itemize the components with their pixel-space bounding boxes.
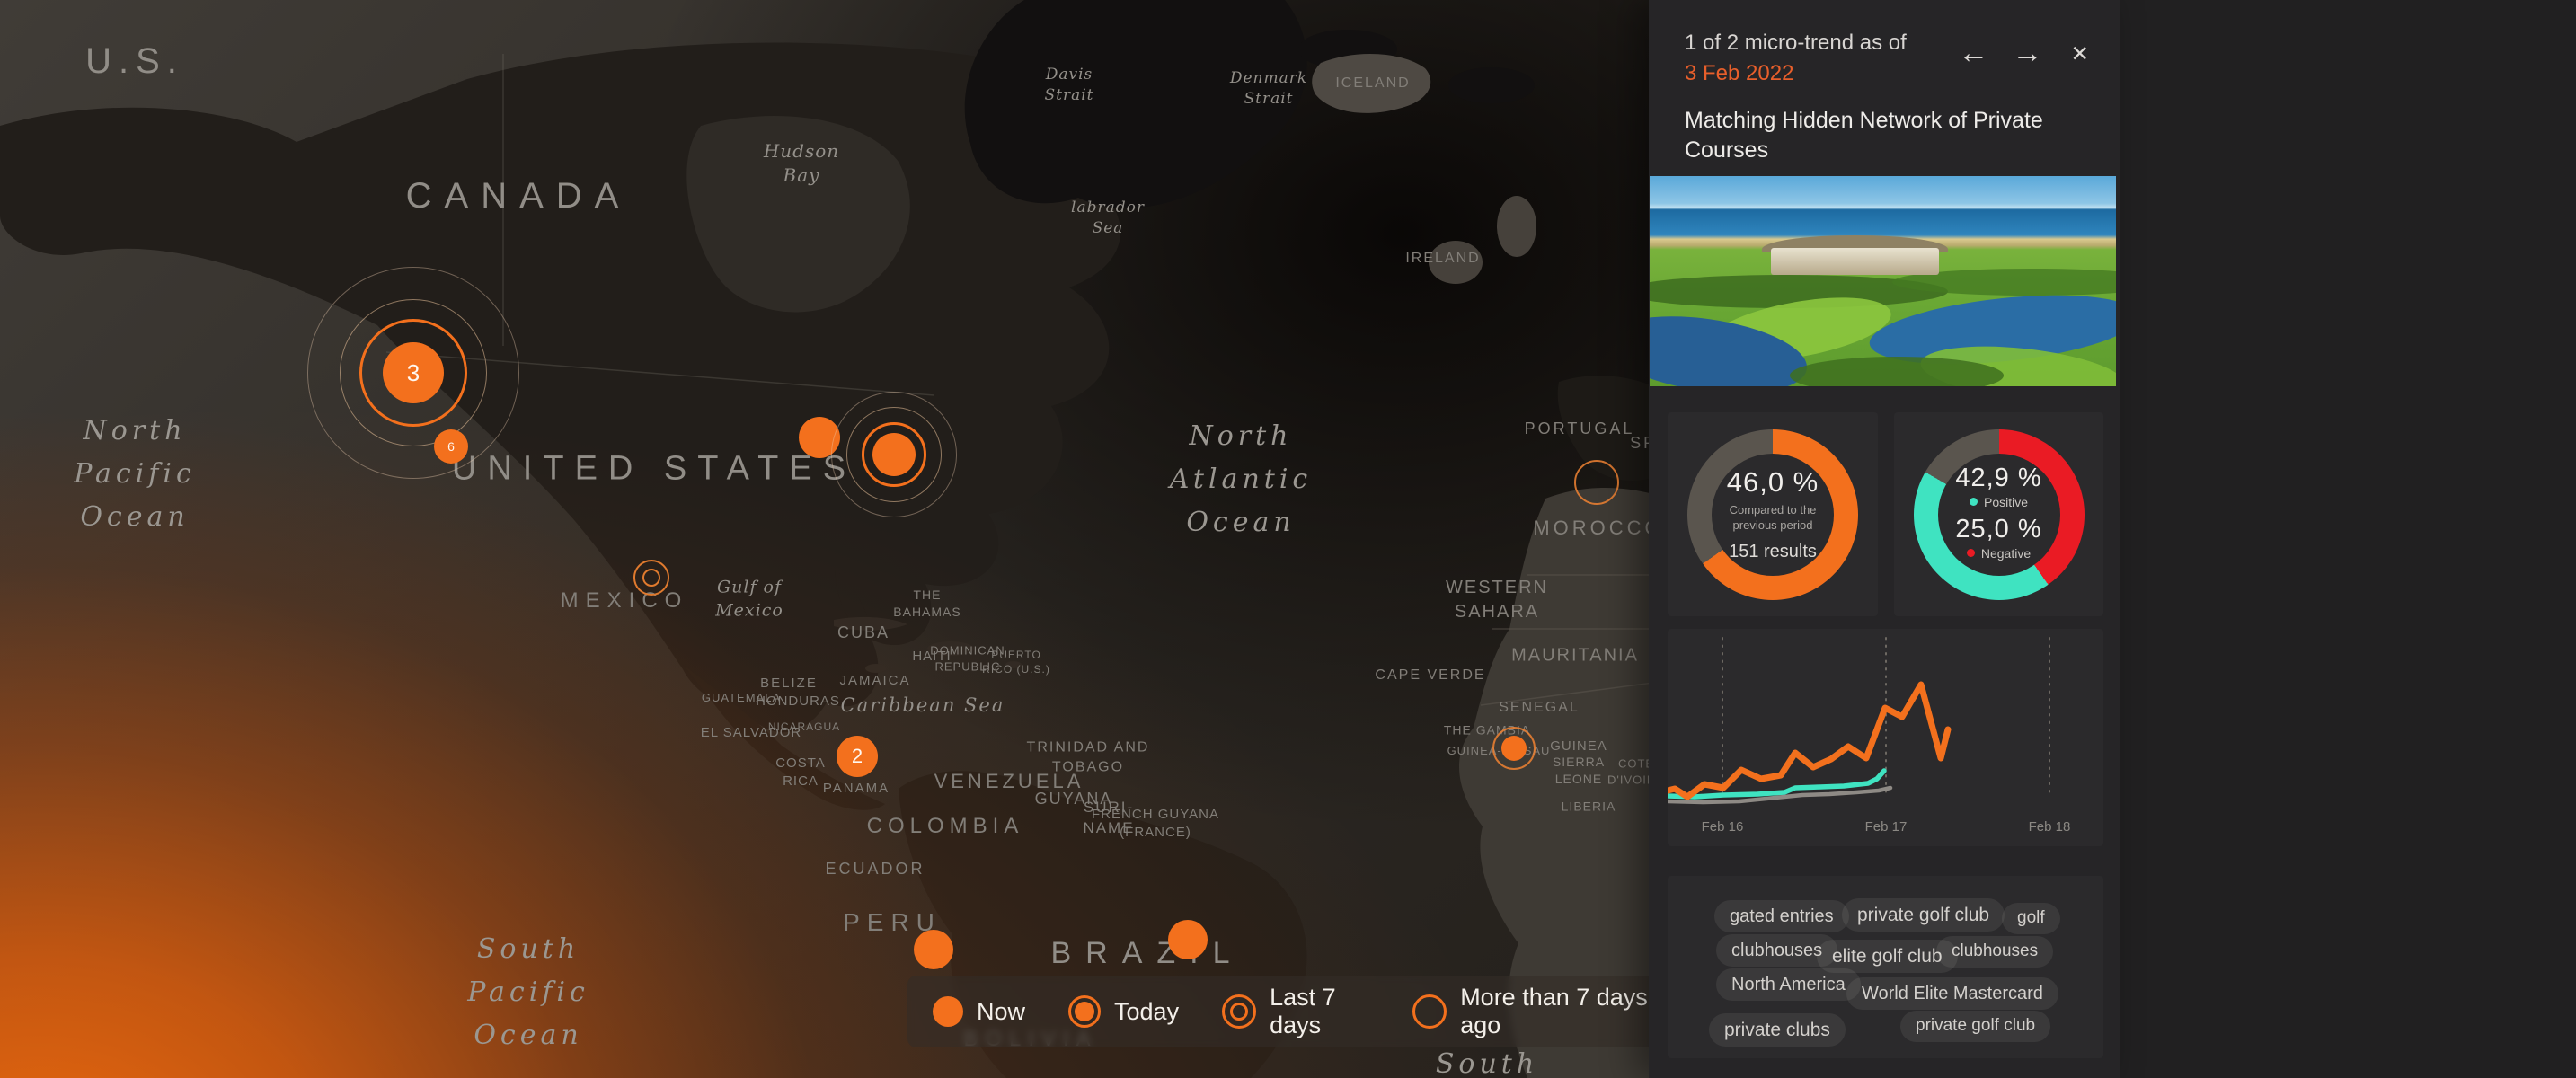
negative-legend: Negative [1966, 546, 2031, 561]
map-label: BRAZIL [1050, 936, 1244, 971]
results-caption: Compared to the previous period [1729, 503, 1817, 532]
map-label: EL SALVADOR [700, 724, 802, 740]
map-label: HONDURAS [756, 693, 840, 709]
negative-dot-icon [1966, 549, 1975, 557]
results-count: 151 results [1729, 541, 1817, 561]
golf-course-photo [1650, 176, 2116, 386]
map-label: U.S. [85, 41, 184, 81]
map-label: COSTA RICA [775, 755, 826, 789]
map-label: CAPE VERDE [1375, 667, 1486, 684]
map-label: DOMINICAN REPUBLIC [930, 643, 1005, 673]
legend-item-more-than-7-days-ago: More than 7 days ago [1412, 984, 1655, 1039]
keyword-tag[interactable]: North America [1716, 968, 1861, 1001]
dotring-marker-icon [1068, 995, 1102, 1028]
map-label: MEXICO [560, 588, 689, 613]
keywords-card: gated entries private golf club golf clubho… [1668, 876, 2103, 1058]
keyword-tag[interactable]: gated entries [1714, 900, 1849, 932]
map-label: SURI- NAME [1083, 799, 1135, 836]
panel-header: 1 of 2 micro-trend as of 3 Feb 2022 ← → … [1649, 0, 2120, 86]
trend-counter: 1 of 2 micro-trend as of [1685, 31, 1907, 55]
map-label: SENEGAL [1499, 700, 1580, 716]
map-label: IRELAND [1405, 251, 1481, 267]
map-label: Gulf of Mexico [715, 577, 783, 620]
map-label: North Atlantic Ocean [1169, 420, 1313, 538]
sentiment-donut-card: 42,9 % Positive 25,0 % Negative [1894, 412, 2103, 616]
map-label: JAMAICA [839, 672, 911, 688]
keyword-tag[interactable]: clubhouses [1936, 936, 2054, 968]
map-label: Hudson Bay [763, 140, 840, 186]
map-label: MOROCCO [1533, 517, 1664, 540]
map-label: LIBERIA [1561, 799, 1616, 814]
keyword-tag[interactable]: World Elite Mastercard [1846, 977, 2058, 1010]
results-donut-card: 46,0 % Compared to the previous period 1… [1668, 412, 1878, 616]
map-label: FRENCH GUYANA (FRANCE) [1092, 806, 1219, 840]
keyword-tag[interactable]: private golf club [1900, 1011, 2051, 1042]
map-label: South [1435, 1048, 1539, 1078]
keyword-tag[interactable]: elite golf club [1817, 940, 1958, 974]
sentiment-donut-chart: 42,9 % Positive 25,0 % Negative [1913, 429, 2085, 600]
map-label: PANAMA [822, 780, 890, 796]
x-axis-label: Feb 18 [2028, 819, 2071, 835]
keyword-tag[interactable]: clubhouses [1716, 934, 1838, 967]
results-donut-chart: 46,0 % Compared to the previous period 1… [1687, 429, 1858, 600]
trend-chart-card: Feb 16 Feb 17 Feb 18 [1668, 629, 2103, 846]
map-label: UNITED STATES [451, 449, 857, 488]
positive-dot-icon [1969, 498, 1978, 506]
map-label: Davis Strait [1044, 66, 1094, 104]
x-axis-label: Feb 17 [1864, 819, 1908, 835]
map-label: MAURITANIA [1511, 645, 1639, 666]
map-label: VENEZUELA [934, 770, 1084, 793]
series-comparison-teal [1668, 768, 1887, 800]
map-label: THE BAHAMAS [893, 588, 961, 619]
map-label: WESTERN SAHARA [1446, 578, 1548, 622]
legend-item-today: Today [1068, 995, 1179, 1028]
keyword-tag[interactable]: golf [2002, 903, 2060, 934]
negative-percentage: 25,0 % [1955, 514, 2042, 543]
map-label: Caribbean Sea [840, 694, 1005, 716]
map-label: PERU [843, 908, 942, 937]
map-label: COLOMBIA [866, 813, 1024, 838]
map-label: ICELAND [1335, 75, 1411, 92]
legend-item-last-7-days: Last 7 days [1222, 984, 1369, 1039]
map-label: CANADA [405, 176, 632, 216]
keyword-tag[interactable]: private clubs [1709, 1013, 1846, 1047]
map-label: BELIZE [760, 675, 818, 691]
map-label: SIERRA LEONE [1552, 755, 1606, 786]
ring1-marker-icon [1412, 994, 1447, 1029]
micro-trend-panel: 1 of 2 micro-trend as of 3 Feb 2022 ← → … [1649, 0, 2120, 1078]
dot-marker-icon [933, 996, 963, 1027]
trend-line-chart [1668, 637, 2050, 805]
map-label: GUATEMALA [701, 691, 782, 705]
prev-trend-arrow-icon[interactable]: ← [1958, 36, 1989, 70]
map-legend: Now Today Last 7 days More than 7 days ago [907, 976, 1680, 1047]
map-label: NICARAGUA [767, 720, 841, 733]
map-label: PORTUGAL [1524, 419, 1635, 437]
map-label: TRINIDAD AND TOBAGO [1026, 739, 1150, 774]
series-trend-orange [1668, 681, 1952, 800]
trend-date: 3 Feb 2022 [1685, 61, 1794, 85]
results-percentage: 46,0 % [1726, 466, 1819, 499]
keyword-tag[interactable]: private golf club [1842, 898, 2005, 932]
map-label: HAITI [912, 648, 952, 664]
map-label: CUBA [837, 623, 890, 641]
map-label: North Pacific Ocean [74, 415, 196, 533]
next-trend-arrow-icon[interactable]: → [2012, 36, 2043, 70]
close-icon[interactable]: × [2071, 37, 2088, 69]
map-label: Denmark Strait [1229, 69, 1308, 108]
map-label: labrador Sea [1071, 199, 1145, 237]
legend-item-now: Now [933, 996, 1025, 1027]
positive-percentage: 42,9 % [1955, 463, 2042, 492]
ring2-marker-icon [1222, 994, 1257, 1029]
trend-title: Matching Hidden Network of Private Cours… [1685, 108, 2043, 163]
map-label: ECUADOR [825, 859, 925, 878]
map-label: GUINEA [1550, 738, 1607, 754]
map-label: GUYANA [1034, 789, 1113, 808]
series-baseline-gray [1668, 785, 1893, 805]
map-label: PUERTO RICO (U.S.) [982, 648, 1050, 676]
map-label: South Pacific Ocean [467, 933, 589, 1051]
x-axis-label: Feb 16 [1701, 819, 1744, 835]
positive-legend: Positive [1969, 495, 2028, 509]
